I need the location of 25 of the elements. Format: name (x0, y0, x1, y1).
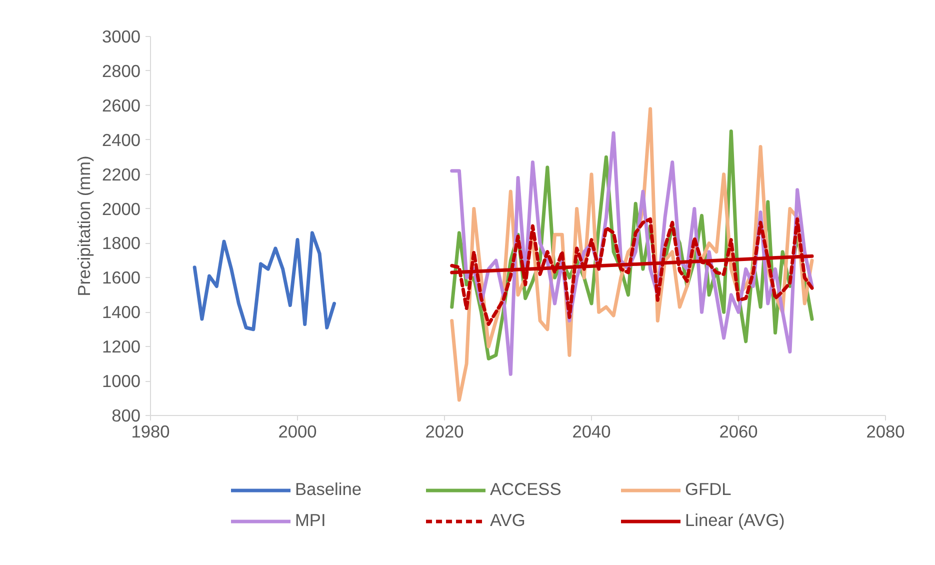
legend-label: Linear (AVG) (685, 510, 786, 531)
legend-label: ACCESS (490, 479, 562, 500)
y-tick-label: 2400 (102, 130, 141, 150)
x-tick-label: 2060 (719, 422, 758, 442)
legend-label: AVG (490, 510, 526, 531)
y-tick-label: 2000 (102, 198, 141, 219)
legend-label: MPI (295, 510, 327, 531)
x-tick-label: 2040 (572, 422, 611, 442)
y-tick-label: 2200 (102, 164, 141, 184)
legend-label: Baseline (295, 479, 362, 500)
x-tick-label: 2080 (866, 422, 905, 442)
y-tick-label: 1400 (102, 302, 141, 322)
y-tick-label: 1800 (102, 233, 141, 254)
line-series (192, 231, 336, 332)
line-series (450, 217, 814, 326)
y-tick-label: 2800 (102, 60, 141, 81)
y-tick-label: 2600 (102, 95, 141, 116)
y-tick-label: 3000 (102, 26, 141, 46)
x-tick-label: 2000 (278, 422, 317, 442)
y-tick-label: 1200 (102, 336, 141, 357)
legend-label: GFDL (685, 479, 732, 500)
y-axis-title: Precipitation (mm) (74, 156, 94, 296)
y-tick-label: 1600 (102, 268, 141, 288)
x-tick-label: 2020 (425, 422, 464, 442)
y-tick-label: 1000 (102, 371, 141, 392)
